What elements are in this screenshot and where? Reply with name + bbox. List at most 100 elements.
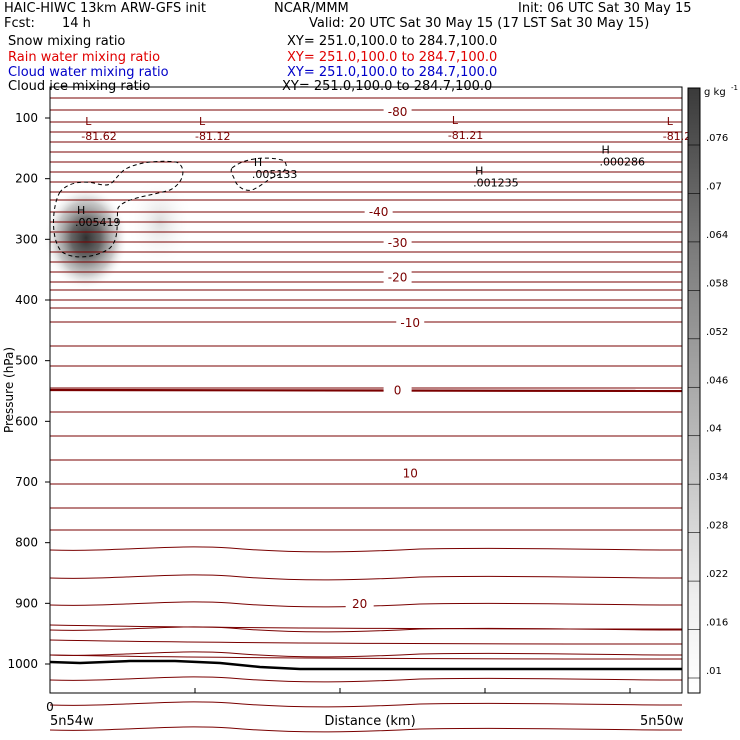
high-marker-value: .005133 xyxy=(252,168,297,181)
temperature-contour-line xyxy=(49,161,683,163)
y-tick-label: 100 xyxy=(15,111,38,125)
temperature-contour-label: 20 xyxy=(352,597,367,611)
extrema-markers: L-81.62L-81.12L-81.21L-81.22H.005419H.00… xyxy=(75,114,698,229)
temperature-contour-line xyxy=(49,321,683,323)
y-tick-label: 900 xyxy=(15,596,38,610)
temperature-contour-line xyxy=(49,483,683,485)
y-tick-label: 700 xyxy=(15,475,38,489)
high-marker-letter: H xyxy=(77,204,85,217)
colorbar-tick-label: .058 xyxy=(706,278,728,289)
temperature-contour-line xyxy=(49,345,683,347)
temperature-contour-line xyxy=(49,211,683,213)
colorbar-tick-label: .034 xyxy=(706,472,728,483)
y-tick-label: 1000 xyxy=(7,657,38,671)
temperature-contour-line xyxy=(49,307,683,309)
colorbar-tick-label: .028 xyxy=(706,521,728,532)
temperature-contour-line xyxy=(49,231,683,233)
colorbar-tick-label: .016 xyxy=(706,618,728,629)
low-marker-value: -81.12 xyxy=(195,130,230,143)
temperature-contour-line xyxy=(49,529,683,531)
temperature-contour-line xyxy=(49,546,683,553)
temperature-contour-line xyxy=(49,181,683,183)
low-marker-letter: L xyxy=(667,115,674,128)
temperature-contour-line xyxy=(49,639,683,645)
temperature-contour-line xyxy=(49,151,683,153)
y-tick-label: 300 xyxy=(15,232,38,246)
temperature-contour-line xyxy=(49,299,683,301)
temperature-contour-line xyxy=(49,365,683,367)
colorbar-tick-label: .052 xyxy=(706,327,728,338)
forecast-label: Fcst: xyxy=(4,16,35,31)
cloud-ice-contour-mid xyxy=(230,157,287,191)
cloud-ice-contour-left xyxy=(53,160,184,258)
low-marker-value: -81.21 xyxy=(448,129,483,142)
temperature-contour-line xyxy=(49,435,683,437)
contour-label-bg xyxy=(345,596,374,610)
temperature-contours xyxy=(49,97,683,733)
temperature-contour-line xyxy=(49,121,683,123)
field-xy-cloud-water: XY= 251.0,100.0 to 284.7,100.0 xyxy=(287,65,498,80)
temperature-contour-line xyxy=(49,624,683,630)
temperature-contour-label: -30 xyxy=(388,236,408,250)
x-end-label: 5n50w xyxy=(640,714,684,729)
temperature-contour-label: 0 xyxy=(394,383,402,397)
temperature-contour-line xyxy=(49,109,683,111)
temperature-contour-line xyxy=(49,281,683,283)
temperature-contour-line xyxy=(49,387,683,389)
high-marker-value: .005419 xyxy=(75,216,121,229)
temperature-contour-line xyxy=(49,251,683,253)
field-name-snow: Snow mixing ratio xyxy=(8,34,126,49)
low-marker-value: -81.62 xyxy=(81,130,116,143)
temperature-contour-line xyxy=(49,131,683,133)
colorbar-tick-label: .046 xyxy=(706,375,728,386)
temperature-contour-line xyxy=(49,191,683,193)
temperature-contour-line xyxy=(49,289,683,291)
temperature-contour-label: -10 xyxy=(400,316,420,330)
temperature-contour-line xyxy=(49,411,683,413)
temperature-contour-line xyxy=(49,141,683,143)
contour-label-bg xyxy=(383,270,412,284)
temperature-contour-label: 10 xyxy=(403,467,418,481)
high-marker-value: .001235 xyxy=(473,177,519,190)
y-tick-label: 600 xyxy=(15,414,38,428)
x-axis-title: Distance (km) xyxy=(324,714,415,729)
temperature-contour-line xyxy=(49,241,683,243)
y-tick-label: 200 xyxy=(15,172,38,186)
contour-label-bg xyxy=(383,104,412,118)
temperature-contour-line xyxy=(49,261,683,263)
temperature-contour-line xyxy=(49,507,683,509)
institution-label: NCAR/MMM xyxy=(274,1,349,16)
x-zero-tick-label: 0 xyxy=(46,700,54,714)
temperature-contour-line xyxy=(49,654,683,660)
contour-label-bg xyxy=(396,316,425,330)
low-marker-letter: L xyxy=(452,114,459,127)
freezing-level-contour xyxy=(49,388,683,393)
colorbar-unit: g kg xyxy=(704,87,726,98)
colorbar-tick-label: .064 xyxy=(706,230,728,241)
y-tick-label: 400 xyxy=(15,293,38,307)
y-tick-label: 500 xyxy=(15,354,38,368)
temperature-contour-line xyxy=(49,221,683,223)
temperature-contour-line xyxy=(49,676,683,683)
temperature-contour-line xyxy=(49,726,683,733)
temperature-contour-line xyxy=(49,459,683,461)
plot-frame xyxy=(49,86,683,694)
temperature-contour-label: -20 xyxy=(388,271,408,285)
low-marker-letter: L xyxy=(199,115,206,128)
colorbar-tick-label: .07 xyxy=(706,181,722,192)
y-tick-label: 800 xyxy=(15,536,38,550)
temperature-contour-line xyxy=(49,574,683,581)
terrain-surface-line xyxy=(49,659,682,671)
colorbar-tick-label: .01 xyxy=(706,666,722,677)
colorbar-fill xyxy=(687,87,701,694)
chart-title: HAIC-HIWC 13km ARW-GFS init xyxy=(4,1,206,16)
contour-label-bg xyxy=(364,205,393,219)
colorbar-tick-label: .04 xyxy=(706,424,722,435)
x-start-label: 5n54w xyxy=(50,714,94,729)
colorbar-unit-exponent: -1 xyxy=(731,84,738,92)
init-time: Init: 06 UTC Sat 30 May 15 xyxy=(518,1,692,16)
y-axis: 100 200 300 400 500 600 700 800 900 1000 xyxy=(7,111,50,671)
contour-label-bg xyxy=(396,466,425,480)
forecast-hour: 14 h xyxy=(62,16,91,31)
valid-time: Valid: 20 UTC Sat 30 May 15 (17 LST Sat … xyxy=(309,16,650,31)
